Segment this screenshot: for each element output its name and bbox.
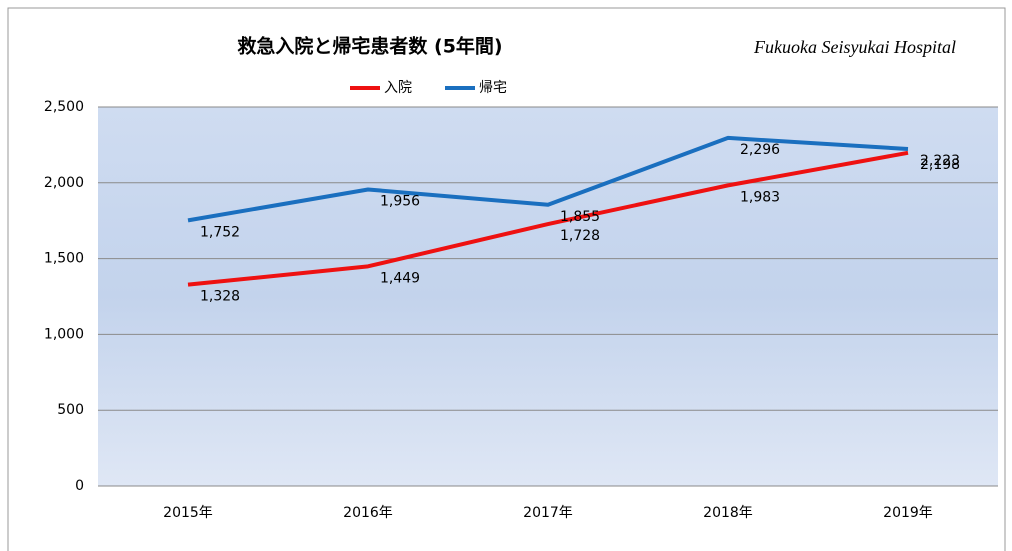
data-label: 1,983	[740, 189, 780, 205]
x-tick-label: 2019年	[883, 505, 933, 521]
y-tick-label: 500	[57, 402, 84, 418]
data-label: 1,956	[380, 193, 420, 209]
y-tick-label: 2,000	[44, 175, 84, 191]
data-label: 2,296	[740, 142, 780, 158]
line-series	[187, 150, 909, 287]
x-tick-label: 2016年	[343, 505, 393, 521]
legend-label: 帰宅	[479, 79, 507, 96]
data-label: 2,198	[920, 157, 960, 173]
data-label: 2,223	[920, 153, 960, 169]
data-label: 1,449	[380, 270, 420, 286]
chart-subtitle: Fukuoka Seisyukai Hospital	[753, 37, 956, 57]
legend-label: 入院	[384, 80, 412, 96]
chart-border	[7, 7, 1006, 551]
plot-area	[98, 107, 998, 486]
x-tick-label: 2017年	[523, 505, 573, 521]
line-series	[187, 135, 909, 223]
y-tick-label: 1,500	[44, 251, 84, 267]
y-tick-label: 0	[75, 478, 84, 494]
y-tick-label: 1,000	[44, 326, 84, 342]
data-label: 1,328	[200, 289, 240, 305]
data-label: 1,752	[200, 224, 240, 240]
y-tick-label: 2,500	[44, 99, 84, 115]
data-label: 1,728	[560, 228, 600, 244]
x-tick-label: 2018年	[703, 505, 753, 521]
data-label: 1,855	[560, 209, 600, 225]
x-tick-label: 2015年	[163, 505, 213, 521]
chart-title: 救急入院と帰宅患者数 (5年間)	[237, 35, 502, 58]
